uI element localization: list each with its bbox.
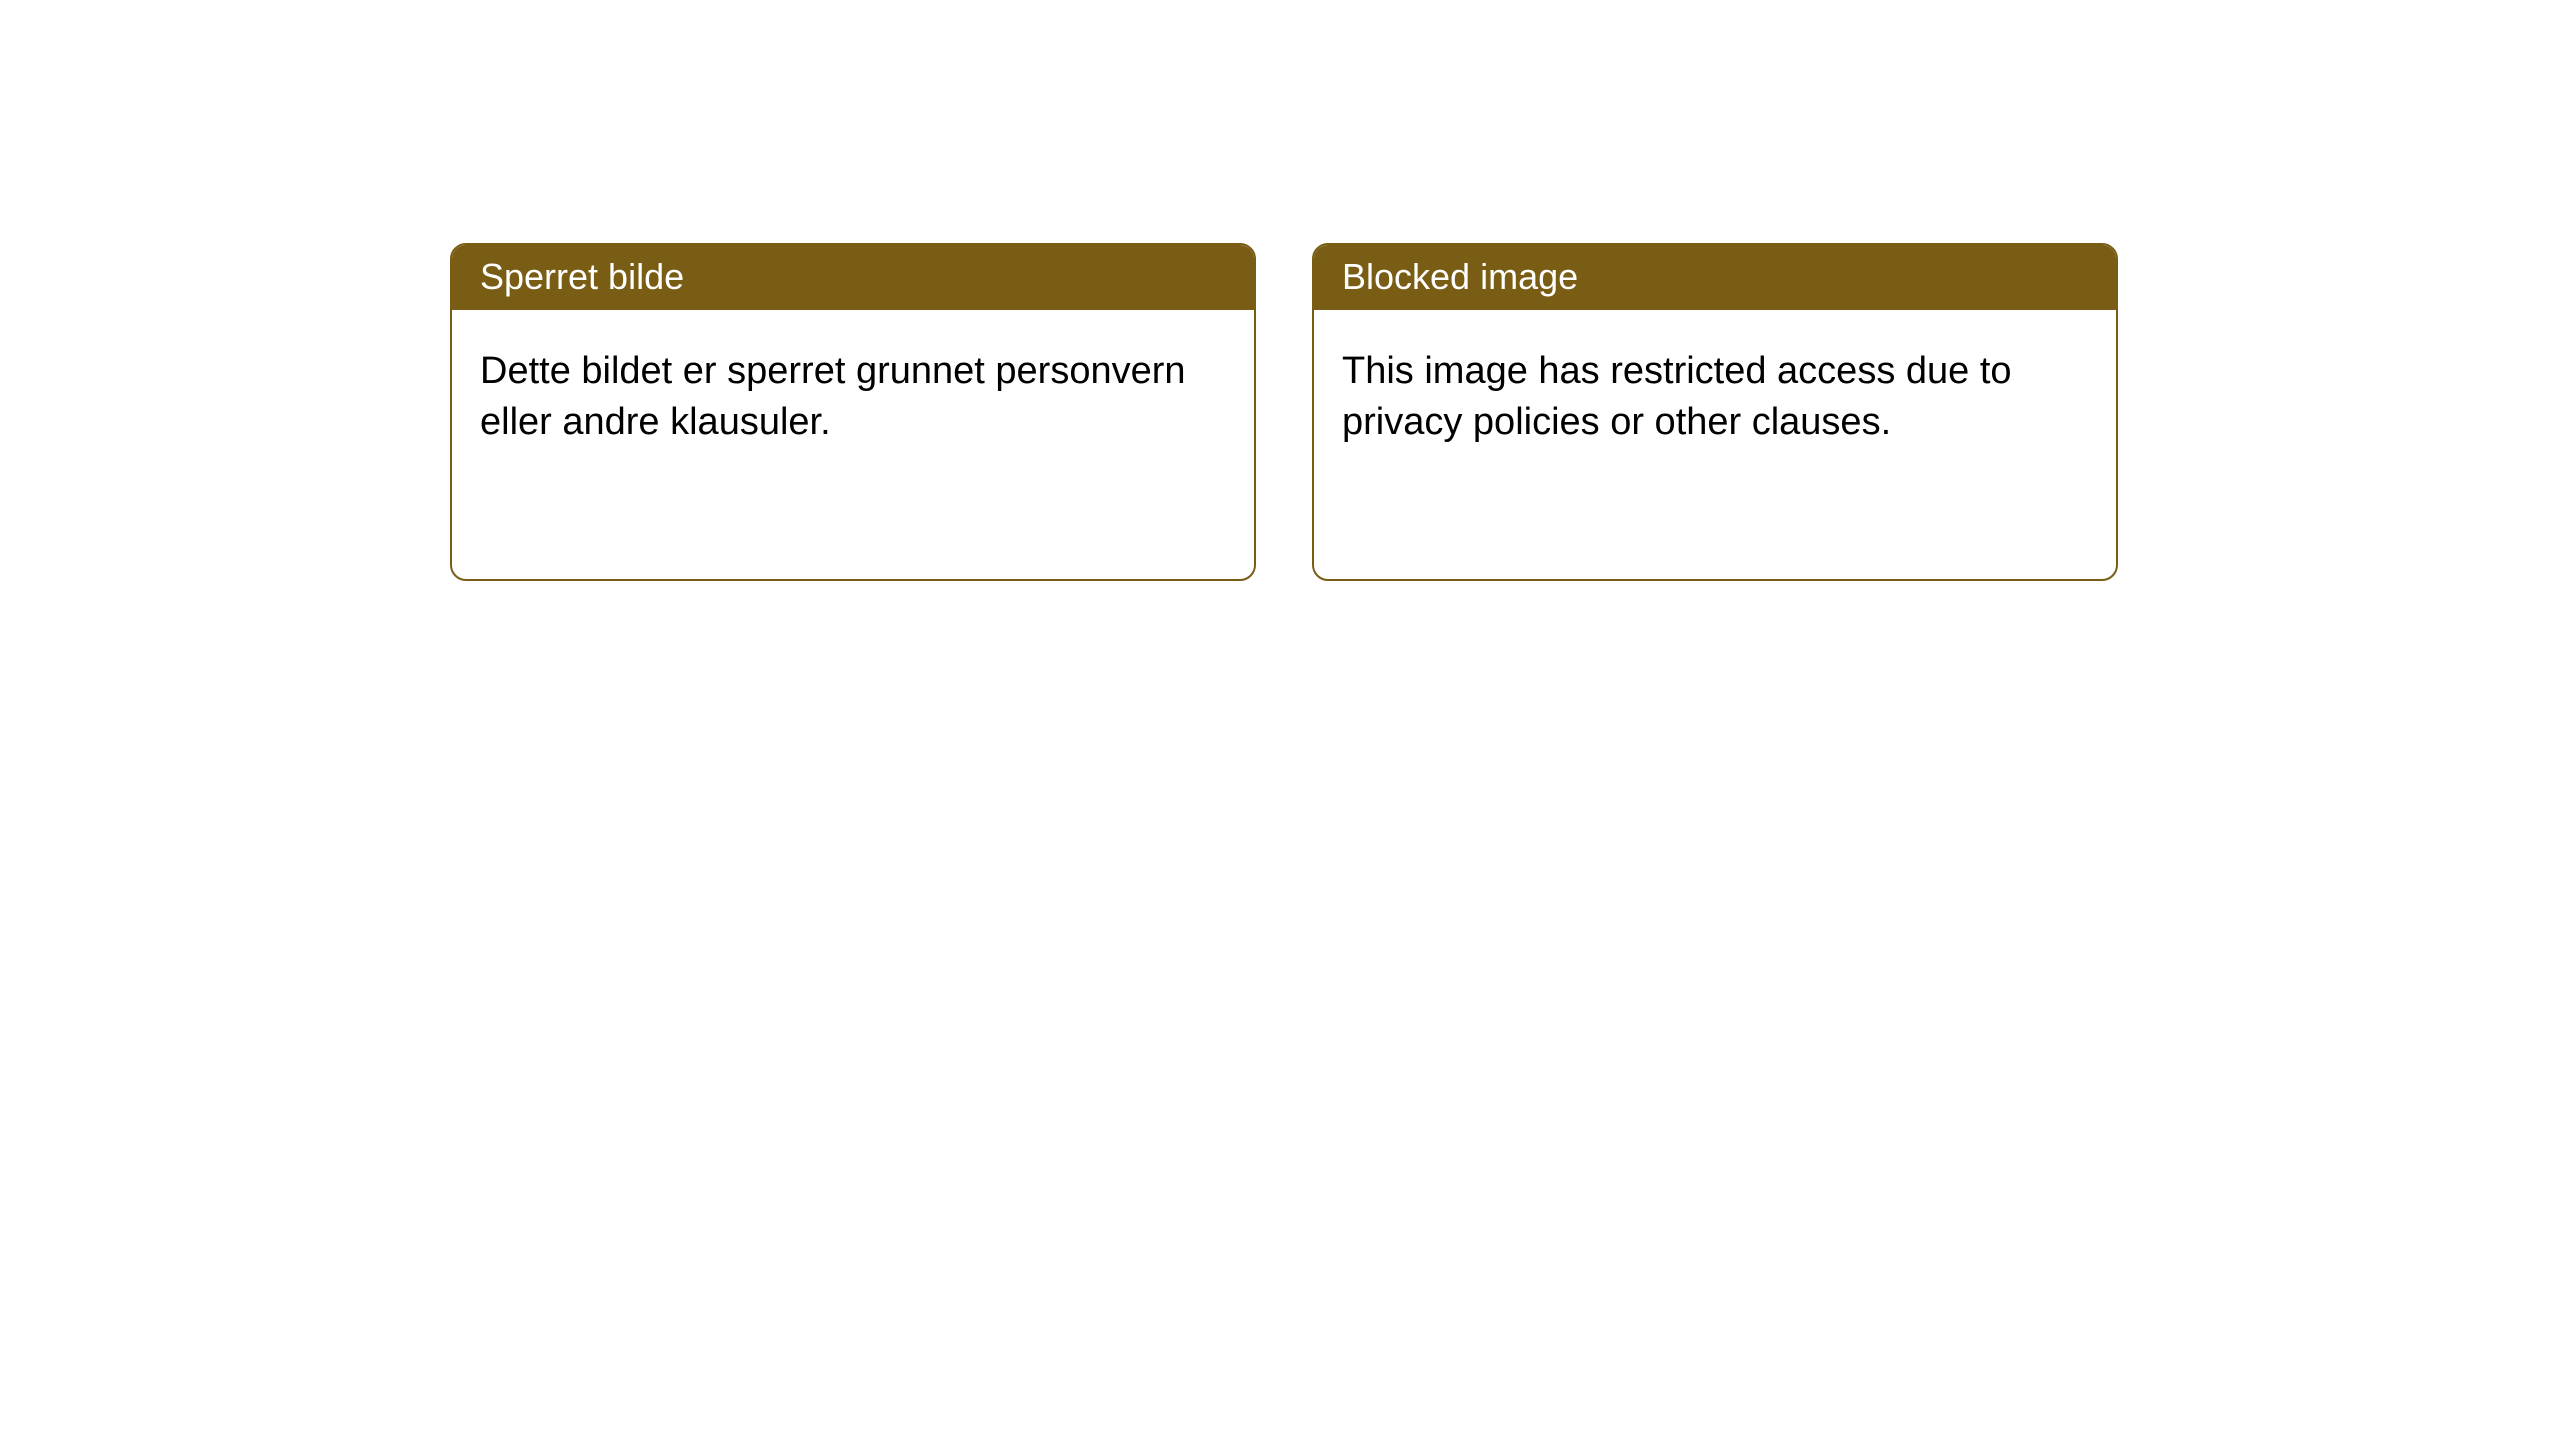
card-body: Dette bildet er sperret grunnet personve… [452,310,1254,485]
card-body: This image has restricted access due to … [1314,310,2116,485]
card-title: Blocked image [1342,256,1578,297]
notice-card-english: Blocked image This image has restricted … [1312,243,2118,581]
card-body-text: This image has restricted access due to … [1342,350,2012,443]
card-header: Blocked image [1314,245,2116,310]
card-header: Sperret bilde [452,245,1254,310]
notice-cards-container: Sperret bilde Dette bildet er sperret gr… [0,0,2560,581]
card-title: Sperret bilde [480,256,684,297]
notice-card-norwegian: Sperret bilde Dette bildet er sperret gr… [450,243,1256,581]
card-body-text: Dette bildet er sperret grunnet personve… [480,350,1186,443]
